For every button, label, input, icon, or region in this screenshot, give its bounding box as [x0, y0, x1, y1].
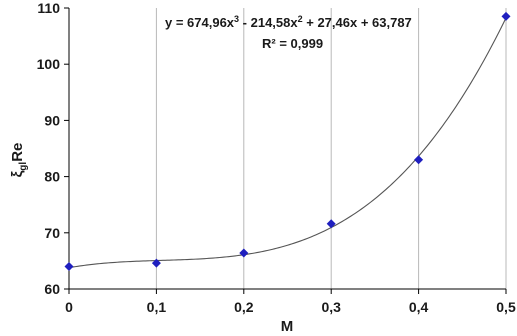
data-point-5	[501, 11, 511, 21]
trendline-curve	[68, 17, 507, 269]
data-point-1	[151, 258, 161, 268]
data-point-2	[239, 248, 249, 258]
y-tick-labels: 60 70 80 90 100 110	[37, 0, 61, 297]
x-tick-label: 0	[65, 299, 73, 315]
y-tick-label: 60	[44, 281, 60, 297]
data-point-3	[326, 219, 336, 229]
r-squared-label: R² = 0,999	[262, 36, 323, 51]
x-tick-label: 0,2	[234, 299, 254, 315]
x-tick-label: 0,5	[496, 299, 516, 315]
data-point-0	[64, 262, 74, 272]
x-tick-labels: 0 0,1 0,2 0,3 0,4 0,5	[65, 299, 516, 315]
data-point-4	[414, 155, 424, 165]
y-axis-title: ξglRe	[9, 143, 29, 178]
trendline-equation: y = 674,96x3 - 214,58x2 + 27,46x + 63,78…	[165, 14, 412, 30]
axes	[68, 8, 506, 290]
y-tick-label: 70	[44, 225, 60, 241]
y-tick-label: 90	[44, 112, 60, 128]
y-tick-label: 100	[37, 56, 61, 72]
data-points	[64, 11, 511, 272]
x-tick-label: 0,4	[409, 299, 429, 315]
vertical-gridlines	[155, 8, 507, 289]
x-axis-title: M	[281, 318, 294, 335]
y-tick-label: 110	[37, 0, 60, 16]
x-tick-label: 0,1	[147, 299, 167, 315]
x-tick-label: 0,3	[321, 299, 341, 315]
tick-marks	[64, 7, 507, 294]
y-tick-label: 80	[44, 169, 60, 185]
